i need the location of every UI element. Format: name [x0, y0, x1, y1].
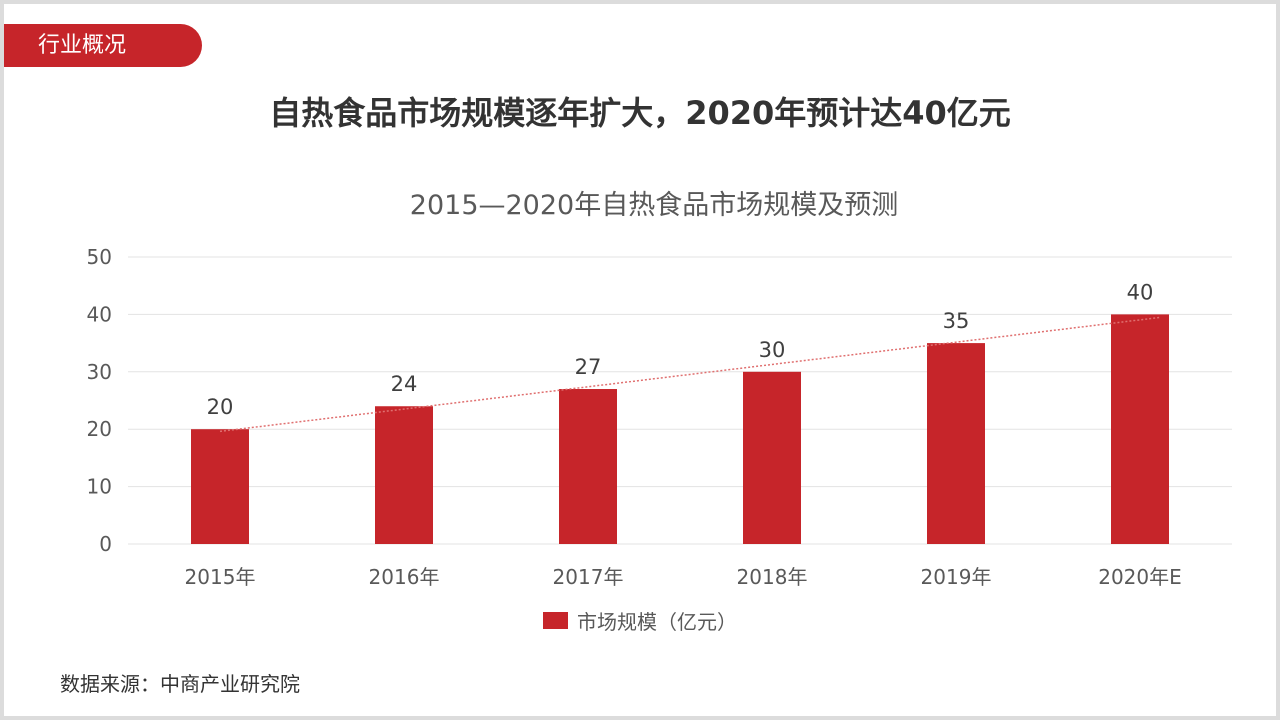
- bar: [927, 343, 985, 544]
- data-label: 30: [759, 338, 786, 362]
- y-tick-label: 50: [87, 245, 112, 269]
- x-tick-label: 2015年: [185, 565, 256, 589]
- x-tick-label: 2019年: [921, 565, 992, 589]
- x-tick-label: 2017年: [553, 565, 624, 589]
- chart-title: 2015—2020年自热食品市场规模及预测: [410, 190, 898, 221]
- data-label: 27: [575, 355, 602, 379]
- x-tick-label: 2016年: [369, 565, 440, 589]
- x-tick-label: 2020年E: [1098, 565, 1182, 589]
- data-label: 35: [943, 309, 970, 333]
- legend-label: 市场规模（亿元）: [577, 610, 737, 634]
- y-tick-label: 40: [87, 302, 112, 326]
- data-label: 40: [1127, 280, 1154, 304]
- trendline: [219, 316, 1161, 433]
- x-tick-label: 2018年: [737, 565, 808, 589]
- y-tick-label: 10: [87, 475, 112, 499]
- legend-swatch: [543, 612, 568, 629]
- data-label: 24: [391, 372, 418, 396]
- bar: [559, 389, 617, 544]
- legend: 市场规模（亿元）: [543, 610, 737, 634]
- headline: 自热食品市场规模逐年扩大，2020年预计达40亿元: [269, 94, 1011, 132]
- data-label: 20: [207, 395, 234, 419]
- y-tick-label: 0: [99, 532, 112, 556]
- bar: [375, 406, 433, 544]
- section-tag: 行业概况: [4, 24, 202, 67]
- y-tick-label: 20: [87, 417, 112, 441]
- bar: [191, 429, 249, 544]
- bar: [743, 371, 801, 544]
- bar: [1111, 314, 1169, 544]
- y-tick-label: 30: [87, 360, 112, 384]
- data-source: 数据来源：中商产业研究院: [60, 672, 300, 696]
- slide: 行业概况 自热食品市场规模逐年扩大，2020年预计达40亿元 数据来源：中商产业…: [4, 4, 1276, 716]
